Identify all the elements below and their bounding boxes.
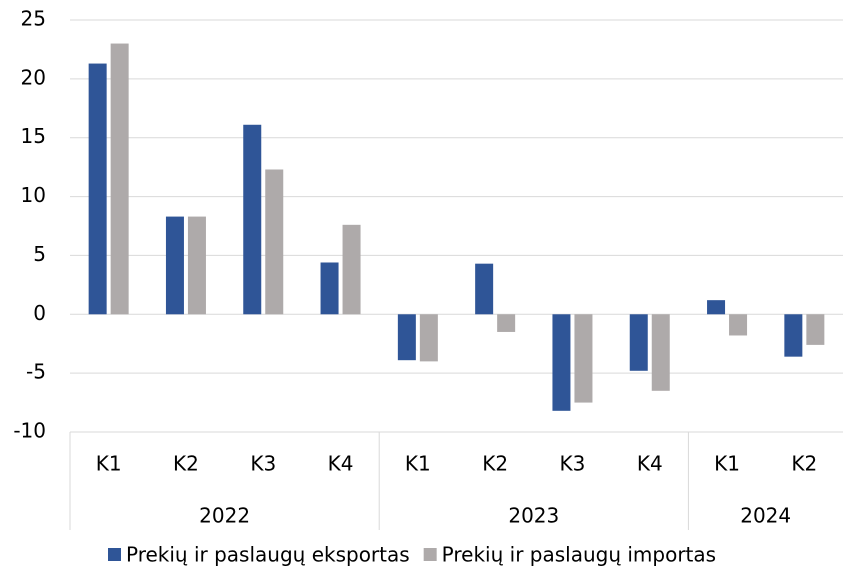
bar [552, 314, 571, 411]
x-tick-label: K2 [791, 452, 817, 476]
group-label: 2022 [199, 504, 250, 528]
bar [729, 314, 748, 336]
bar [475, 263, 494, 315]
legend-label: Prekių ir paslaugų importas [442, 543, 716, 567]
bar [110, 43, 129, 315]
x-tick-label: K1 [714, 452, 740, 476]
bar [784, 314, 803, 357]
x-tick-label: K3 [560, 452, 586, 476]
legend-swatch [108, 548, 121, 561]
bar [320, 262, 339, 315]
bar [806, 314, 825, 345]
bar [187, 216, 206, 315]
legend-label: Prekių ir paslaugų eksportas [126, 543, 410, 567]
bar [629, 314, 648, 371]
x-tick-label: K2 [173, 452, 199, 476]
bar [574, 314, 593, 403]
x-tick-label: K1 [96, 452, 122, 476]
y-tick-label: 10 [21, 183, 46, 207]
bar [651, 314, 670, 391]
x-tick-label: K3 [250, 452, 276, 476]
group-label: 2024 [740, 504, 791, 528]
x-tick-label: K2 [482, 452, 508, 476]
y-tick-label: 5 [33, 242, 46, 266]
bar [419, 314, 438, 362]
y-tick-label: -10 [13, 419, 46, 443]
bar [342, 224, 361, 315]
bar [707, 300, 726, 315]
bar [265, 169, 284, 315]
y-tick-label: 15 [21, 124, 46, 148]
y-tick-label: 0 [33, 301, 46, 325]
bar [243, 124, 262, 315]
x-tick-label: K1 [405, 452, 431, 476]
bar [397, 314, 416, 361]
y-tick-label: 25 [21, 7, 46, 31]
x-tick-label: K4 [328, 452, 354, 476]
y-tick-label: 20 [21, 65, 46, 89]
y-tick-label: -5 [26, 360, 46, 384]
legend-swatch [423, 548, 437, 561]
bar [497, 314, 516, 332]
bar [165, 216, 184, 315]
group-label: 2023 [508, 504, 559, 528]
x-tick-label: K4 [637, 452, 663, 476]
bar [88, 63, 107, 315]
